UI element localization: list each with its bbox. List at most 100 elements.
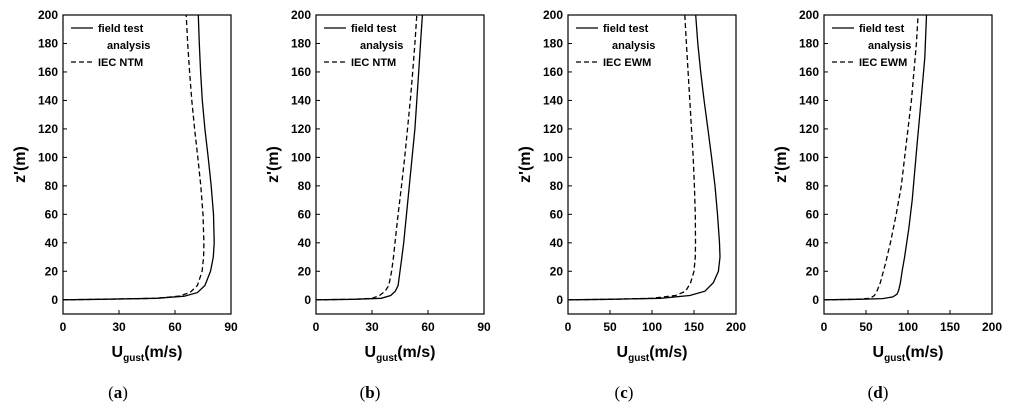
caption-open-paren: ( [868,383,874,402]
y-tick-label: 160 [291,65,311,79]
legend-label: IEC NTM [98,57,143,69]
x-tick-label: 100 [642,320,662,334]
caption-close-paren: ) [122,383,128,402]
plot-frame [62,14,232,315]
y-tick-label: 0 [304,293,311,307]
x-axis-label: Ugust(m/s) [617,344,688,364]
y-tick-label: 100 [799,150,819,164]
y-tick-label: 180 [291,36,311,50]
y-tick-label: 0 [51,293,58,307]
y-tick-label: 180 [543,36,563,50]
panel-caption: (a) [108,383,128,402]
caption-letter: d [873,383,883,402]
y-tick-label: 200 [543,8,563,22]
x-axis-label-main: U [365,344,377,361]
x-axis-label-main: U [112,344,124,361]
y-tick-label: 80 [550,179,564,193]
chart-panel-2: 0 20 40 60 80 100 120 140 160 180 200 0 30 60 90 z'(m) U… [265,8,491,402]
series-line-iec [567,14,697,301]
caption-close-paren: ) [628,383,634,402]
x-tick-label: 150 [940,320,960,334]
y-tick-label: 200 [38,8,58,22]
caption-open-paren: ( [615,383,621,402]
x-tick-label: 200 [726,320,746,334]
chart-panel-3: 0 20 40 60 80 100 120 140 160 180 200 0 50 100 150 200 z… [517,8,746,402]
x-axis-label-subscript: gust [884,353,906,364]
y-tick-label: 60 [298,207,312,221]
y-tick-label: 40 [806,236,820,250]
panel-caption: (c) [615,383,634,402]
y-tick-label: 200 [799,8,819,22]
y-tick-label: 120 [799,122,819,136]
legend-label: analysis [107,40,150,52]
legend-label: analysis [612,40,655,52]
chart-panel-1: 0 20 40 60 80 100 120 140 160 180 200 0 30 60 90 z'(m) U… [12,8,238,402]
plot-frame [315,14,485,315]
y-tick-label: 60 [806,207,820,221]
panel-caption: (d) [868,383,889,402]
y-tick-label: 40 [298,236,312,250]
legend-label: IEC EWM [603,57,651,69]
x-axis-label-subscript: gust [376,353,398,364]
x-tick-label: 100 [898,320,918,334]
caption-open-paren: ( [360,383,366,402]
x-axis-label: Ugust(m/s) [112,344,183,364]
y-tick-label: 100 [291,150,311,164]
panel-caption: (b) [360,383,381,402]
series-line-field-test [823,14,928,301]
legend-label: IEC NTM [351,57,396,69]
y-tick-label: 80 [298,179,312,193]
legend-label: field test [351,23,397,35]
y-axis-label: z'(m) [265,146,282,183]
series-line-iec [823,14,919,301]
x-axis-label: Ugust(m/s) [365,344,436,364]
y-tick-label: 140 [543,93,563,107]
y-tick-label: 100 [38,150,58,164]
y-tick-label: 40 [550,236,564,250]
y-tick-label: 0 [556,293,563,307]
x-tick-label: 150 [684,320,704,334]
caption-close-paren: ) [375,383,381,402]
x-tick-label: 0 [565,320,572,334]
x-tick-label: 50 [603,320,617,334]
x-tick-label: 30 [365,320,379,334]
y-tick-label: 100 [543,150,563,164]
y-tick-label: 140 [38,93,58,107]
legend-label: analysis [868,40,911,52]
x-axis-label-unit: (m/s) [649,344,687,361]
x-tick-label: 0 [60,320,67,334]
series-line-field-test [567,14,721,301]
x-tick-label: 30 [112,320,126,334]
y-tick-label: 20 [550,264,564,278]
caption-letter: b [365,383,374,402]
y-tick-label: 60 [45,207,59,221]
y-tick-label: 120 [543,122,563,136]
caption-letter: c [620,383,628,402]
x-tick-label: 200 [982,320,1002,334]
y-tick-label: 120 [38,122,58,136]
y-tick-label: 80 [45,179,59,193]
y-tick-label: 40 [45,236,59,250]
plot-frame [567,14,737,315]
x-tick-label: 50 [859,320,873,334]
x-tick-label: 90 [477,320,491,334]
y-tick-label: 160 [799,65,819,79]
y-tick-label: 140 [291,93,311,107]
x-tick-label: 60 [168,320,182,334]
y-tick-label: 180 [799,36,819,50]
y-tick-label: 160 [38,65,58,79]
x-tick-label: 0 [821,320,828,334]
legend-label: analysis [360,40,403,52]
y-axis-label: z'(m) [517,146,534,183]
x-axis-label-main: U [617,344,629,361]
y-tick-label: 20 [298,264,312,278]
y-tick-label: 160 [543,65,563,79]
y-tick-label: 120 [291,122,311,136]
x-tick-label: 0 [313,320,320,334]
legend-label: field test [98,23,144,35]
series-line-iec [315,14,418,301]
y-tick-label: 20 [806,264,820,278]
y-tick-label: 80 [806,179,820,193]
caption-letter: a [114,383,123,402]
x-tick-label: 90 [224,320,238,334]
